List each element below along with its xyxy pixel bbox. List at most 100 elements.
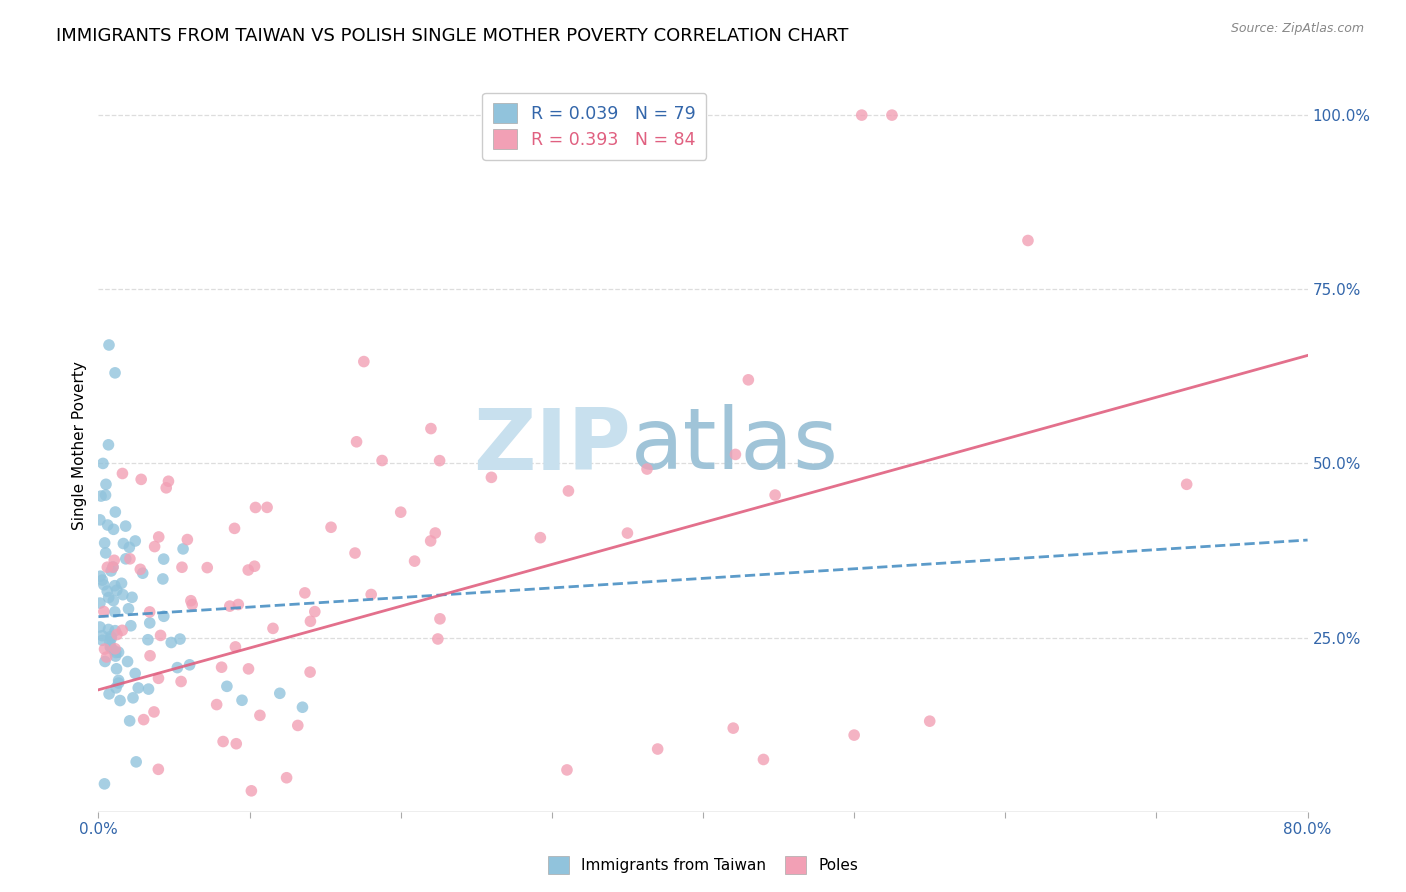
Point: [91, 633, 114, 648]
Point: [169, 632, 191, 646]
Point: [104, 579, 127, 593]
Point: [148, 762, 170, 776]
Point: [153, 609, 176, 624]
Text: atlas: atlas: [630, 404, 838, 488]
Point: [737, 373, 759, 387]
Point: [98, 640, 121, 654]
Point: [104, 624, 127, 638]
Point: [170, 560, 193, 574]
Point: [112, 536, 135, 550]
Point: [90, 489, 112, 503]
Point: [120, 619, 142, 633]
Point: [124, 533, 146, 548]
Point: [243, 559, 266, 574]
Point: [100, 631, 122, 645]
Point: [170, 674, 193, 689]
Point: [96, 650, 118, 665]
Point: [138, 682, 160, 697]
Point: [117, 655, 139, 669]
Point: [114, 519, 136, 533]
Point: [211, 660, 233, 674]
Point: [231, 693, 253, 707]
Point: [101, 560, 124, 574]
Y-axis label: Single Mother Poverty: Single Mother Poverty: [72, 361, 87, 531]
Point: [94, 477, 117, 491]
Point: [93, 605, 115, 619]
Point: [105, 583, 128, 598]
Point: [481, 470, 503, 484]
Point: [104, 649, 127, 664]
Point: [360, 587, 382, 601]
Point: [103, 553, 125, 567]
Point: [763, 488, 786, 502]
Point: [91, 457, 114, 471]
Point: [224, 640, 246, 654]
Point: [98, 635, 121, 649]
Point: [152, 552, 174, 566]
Point: [89, 513, 111, 527]
Point: [636, 462, 658, 476]
Point: [111, 467, 134, 481]
Point: [155, 481, 177, 495]
Point: [118, 541, 141, 555]
Point: [94, 655, 117, 669]
Point: [98, 687, 121, 701]
Point: [94, 546, 117, 560]
Point: [1175, 477, 1198, 491]
Point: [299, 665, 322, 679]
Point: [557, 483, 579, 498]
Point: [104, 505, 127, 519]
Point: [172, 541, 194, 556]
Point: [148, 530, 170, 544]
Point: [299, 615, 322, 629]
Point: [101, 643, 124, 657]
Point: [111, 588, 134, 602]
Point: [880, 108, 903, 122]
Point: [124, 666, 146, 681]
Point: [555, 763, 578, 777]
Point: [114, 551, 136, 566]
Point: [105, 681, 128, 695]
Point: [104, 366, 127, 380]
Point: [125, 755, 148, 769]
Point: [844, 728, 866, 742]
Point: [148, 671, 170, 685]
Text: Source: ZipAtlas.com: Source: ZipAtlas.com: [1230, 22, 1364, 36]
Point: [752, 752, 775, 766]
Point: [176, 533, 198, 547]
Point: [529, 531, 551, 545]
Legend: Immigrants from Taiwan, Poles: Immigrants from Taiwan, Poles: [541, 850, 865, 880]
Point: [276, 771, 298, 785]
Point: [180, 593, 202, 607]
Point: [118, 551, 141, 566]
Point: [105, 627, 128, 641]
Point: [157, 475, 180, 489]
Point: [249, 708, 271, 723]
Point: [294, 586, 316, 600]
Point: [205, 698, 228, 712]
Point: [723, 721, 745, 735]
Point: [166, 660, 188, 674]
Point: [419, 533, 441, 548]
Point: [240, 784, 263, 798]
Point: [91, 629, 114, 643]
Point: [389, 505, 412, 519]
Point: [101, 560, 124, 574]
Point: [616, 526, 638, 541]
Point: [238, 563, 260, 577]
Point: [132, 566, 155, 581]
Point: [139, 648, 162, 663]
Point: [138, 605, 160, 619]
Point: [353, 354, 375, 368]
Point: [152, 572, 174, 586]
Point: [269, 686, 291, 700]
Point: [97, 438, 120, 452]
Point: [118, 714, 141, 728]
Point: [218, 599, 240, 613]
Point: [110, 576, 132, 591]
Point: [319, 520, 342, 534]
Point: [429, 453, 451, 467]
Point: [224, 521, 246, 535]
Point: [160, 635, 183, 649]
Point: [215, 679, 238, 693]
